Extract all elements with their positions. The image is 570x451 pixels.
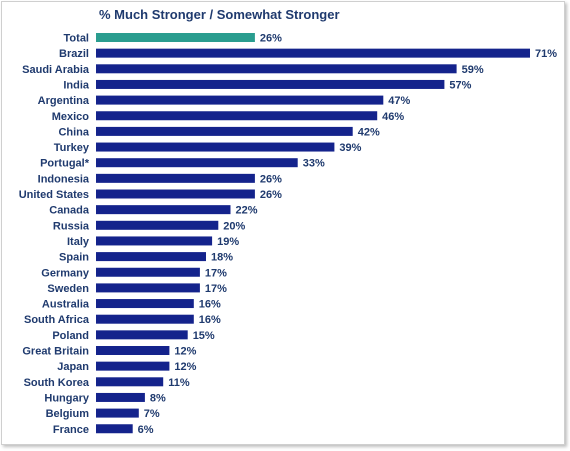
bar-portugal <box>96 158 298 168</box>
category-label-sweden: Sweden <box>47 283 89 295</box>
bar-united-states <box>96 189 255 199</box>
bar-turkey <box>96 142 335 152</box>
bar-spain <box>96 252 206 262</box>
bar-belgium <box>96 408 139 418</box>
chart-title: % Much Stronger / Somewhat Stronger <box>99 7 340 22</box>
value-label-spain: 18% <box>211 252 233 264</box>
value-label-south-africa: 16% <box>199 314 221 326</box>
category-label-south-africa: South Africa <box>24 314 90 326</box>
bar-germany <box>96 267 200 277</box>
value-label-brazil: 71% <box>535 48 557 60</box>
bar-japan <box>96 361 170 371</box>
bar-saudi-arabia <box>96 64 457 74</box>
bar-south-korea <box>96 377 164 387</box>
bar-india <box>96 79 445 89</box>
category-label-portugal: Portugal* <box>40 158 90 170</box>
value-label-south-korea: 11% <box>168 377 190 389</box>
value-label-portugal: 33% <box>303 158 325 170</box>
category-label-brazil: Brazil <box>59 48 89 60</box>
value-label-canada: 22% <box>235 205 257 217</box>
bar-italy <box>96 236 213 246</box>
bar-argentina <box>96 95 384 105</box>
value-label-indonesia: 26% <box>260 173 282 185</box>
bar-china <box>96 126 353 136</box>
category-label-poland: Poland <box>52 330 89 342</box>
value-label-total: 26% <box>260 33 282 45</box>
category-label-belgium: Belgium <box>46 408 90 420</box>
bar-russia <box>96 220 219 230</box>
value-label-france: 6% <box>138 424 154 436</box>
value-label-russia: 20% <box>223 220 245 232</box>
value-label-hungary: 8% <box>150 392 166 404</box>
bar-australia <box>96 299 194 309</box>
bar-poland <box>96 330 188 340</box>
value-label-japan: 12% <box>174 361 196 373</box>
category-label-argentina: Argentina <box>38 95 90 107</box>
bar-brazil <box>96 48 530 58</box>
chart-frame <box>1 1 565 445</box>
category-label-japan: Japan <box>57 361 89 373</box>
category-label-germany: Germany <box>41 267 90 279</box>
value-label-turkey: 39% <box>339 142 361 154</box>
category-label-australia: Australia <box>42 299 90 311</box>
value-label-saudi-arabia: 59% <box>462 64 484 76</box>
category-label-hungary: Hungary <box>44 392 90 404</box>
category-label-indonesia: Indonesia <box>38 173 90 185</box>
bar-mexico <box>96 111 378 121</box>
category-label-total: Total <box>64 33 89 45</box>
category-label-united-states: United States <box>19 189 89 201</box>
value-label-great-britain: 12% <box>174 346 196 358</box>
value-label-china: 42% <box>358 126 380 138</box>
category-label-india: India <box>63 79 90 91</box>
bar-south-africa <box>96 314 194 324</box>
value-label-sweden: 17% <box>205 283 227 295</box>
bar-sweden <box>96 283 200 293</box>
bar-france <box>96 424 133 434</box>
value-label-argentina: 47% <box>388 95 410 107</box>
value-label-united-states: 26% <box>260 189 282 201</box>
category-label-russia: Russia <box>53 220 90 232</box>
value-label-germany: 17% <box>205 267 227 279</box>
value-label-mexico: 46% <box>382 111 404 123</box>
value-label-poland: 15% <box>193 330 215 342</box>
category-label-great-britain: Great Britain <box>22 346 89 358</box>
category-label-saudi-arabia: Saudi Arabia <box>22 64 90 76</box>
bar-total <box>96 33 255 42</box>
value-label-belgium: 7% <box>144 408 160 420</box>
category-label-spain: Spain <box>59 252 89 264</box>
bar-indonesia <box>96 173 255 183</box>
category-label-turkey: Turkey <box>54 142 90 154</box>
bar-great-britain <box>96 346 170 355</box>
category-label-china: China <box>58 126 89 138</box>
value-label-italy: 19% <box>217 236 239 248</box>
bar-canada <box>96 205 231 215</box>
category-label-mexico: Mexico <box>52 111 90 123</box>
category-label-canada: Canada <box>49 205 90 217</box>
value-label-australia: 16% <box>199 299 221 311</box>
category-label-italy: Italy <box>67 236 90 248</box>
value-label-india: 57% <box>449 79 471 91</box>
category-label-france: France <box>53 424 89 436</box>
bar-hungary <box>96 392 145 402</box>
category-label-south-korea: South Korea <box>24 377 90 389</box>
